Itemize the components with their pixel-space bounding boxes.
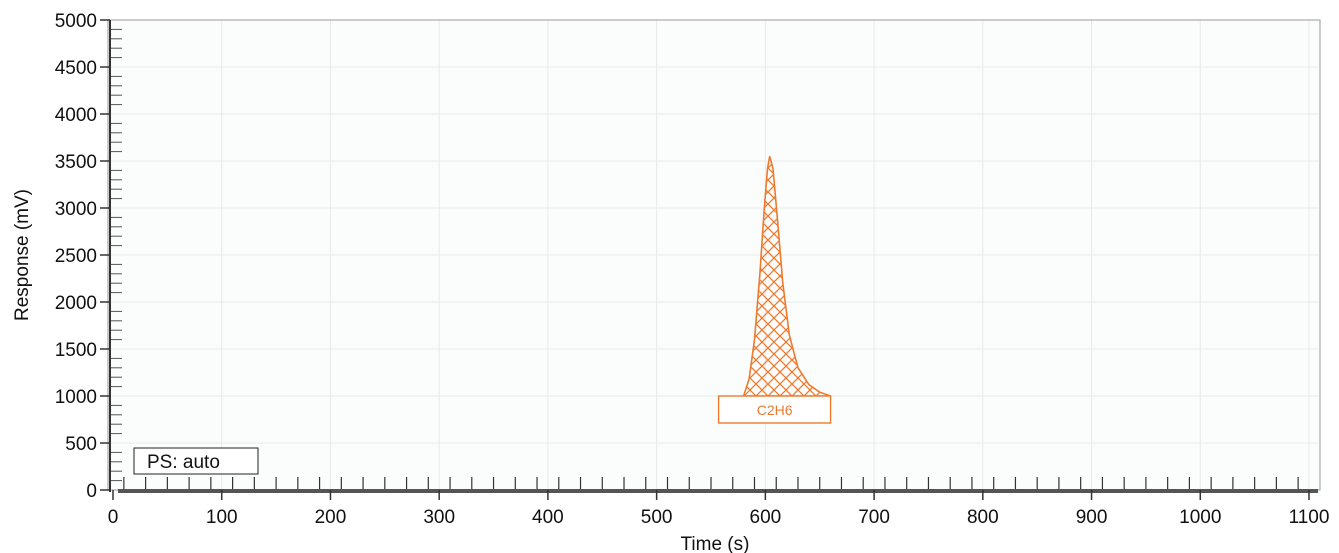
x-tick-label: 700 xyxy=(858,507,890,528)
x-axis-title: Time (s) xyxy=(681,534,750,553)
ps-label-text: PS: auto xyxy=(147,452,220,473)
y-axis-ticks: 0 500 1000 1500 2000 2500 3000 3500 4000 4500 5000 xyxy=(55,11,110,502)
peak-label-box xyxy=(717,395,832,424)
x-tick-label: 300 xyxy=(423,507,455,528)
x-tick-label: 500 xyxy=(641,507,673,528)
y-tick-label: 2500 xyxy=(55,246,97,267)
peak-layer: C2H6 xyxy=(717,156,832,424)
x-tick-label: 200 xyxy=(315,507,347,528)
x-tick-label: 800 xyxy=(967,507,999,528)
y-tick-label: 4500 xyxy=(55,58,97,79)
peak-label: C2H6 xyxy=(757,402,793,418)
x-tick-label: 0 xyxy=(108,507,119,528)
x-axis-bar xyxy=(118,489,1318,493)
y-tick-label: 1500 xyxy=(55,340,97,361)
x-axis-ticks: 0 100 200 300 400 500 600 700 800 900 1000 1100 xyxy=(108,490,1330,528)
peak-area-c2h6 xyxy=(742,156,831,397)
x-tick-label: 400 xyxy=(532,507,564,528)
x-tick-label: 600 xyxy=(750,507,782,528)
x-tick-label: 100 xyxy=(206,507,238,528)
y-tick-label: 3500 xyxy=(55,152,97,173)
y-tick-label: 3000 xyxy=(55,199,97,220)
x-tick-label: 1100 xyxy=(1289,507,1330,528)
x-tick-label: 900 xyxy=(1076,507,1108,528)
x-tick-label: 1000 xyxy=(1179,507,1221,528)
ps-label-box: PS: auto xyxy=(133,447,259,475)
y-tick-label: 500 xyxy=(65,434,97,455)
grid-lines xyxy=(110,19,1319,490)
y-tick-label: 4000 xyxy=(55,105,97,126)
y-tick-label: 5000 xyxy=(55,11,97,32)
y-tick-label: 0 xyxy=(86,481,97,502)
minor-ticks xyxy=(110,28,1299,489)
y-axis-title: Response (mV) xyxy=(12,189,33,321)
y-tick-label: 1000 xyxy=(55,387,97,408)
y-tick-label: 2000 xyxy=(55,293,97,314)
